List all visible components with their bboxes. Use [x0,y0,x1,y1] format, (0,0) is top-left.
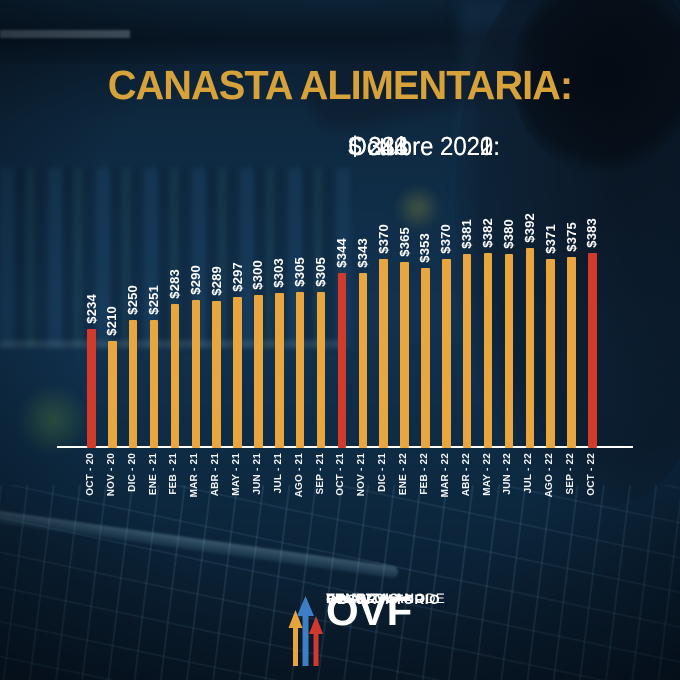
bar-value-label: $290 [187,265,203,295]
x-axis-label: JUL - 21 [272,453,284,494]
bar-value-label: $370 [438,224,454,254]
x-axis-label: FEB - 22 [418,453,430,495]
x-axis-label: MAY - 22 [481,453,493,496]
logo-word-de: DE [425,591,445,606]
x-axis-label: ABR - 21 [210,453,222,497]
bar-value-label: $300 [250,260,266,290]
bar-SEP-22 [567,257,576,448]
gold-arrow-icon [288,610,303,666]
bar-AGO-22 [546,259,555,448]
page-title: CANASTA ALIMENTARIA: [107,62,573,108]
x-axis-label: DIC - 20 [126,453,138,492]
bar-JUL-22 [525,248,535,448]
bar-value-label: $305 [313,257,329,287]
bar-value-label: $305 [292,257,308,287]
bar-value-label: $370 [375,224,391,254]
x-axis-label: OCT - 21 [335,453,347,496]
x-axis-label: NOV - 21 [356,453,368,497]
bar-ABR-21 [212,301,221,448]
x-axis-label: MAR - 21 [189,453,201,498]
x-axis-label: NOV - 20 [105,453,117,497]
bar-value-label: $303 [271,258,287,288]
bar-MAY-22 [483,253,493,448]
bar-value-label: $382 [480,218,496,248]
bar-MAR-22 [442,259,451,448]
bar-value-label: $381 [459,219,475,249]
bar-value-label: $344 [333,238,349,268]
x-axis-label: FEB - 21 [168,453,180,495]
x-axis-label: DIC - 21 [377,453,389,492]
bar-value-label: $250 [125,285,141,315]
x-axis-label: MAR - 22 [439,453,451,498]
bar-AGO-21 [295,292,305,448]
bar-JUL-21 [275,293,284,448]
bar-JUN-22 [504,254,514,448]
bar-value-label: $289 [208,266,224,296]
bar-value-label: $283 [166,269,182,299]
red-arrow-icon [309,616,323,666]
logo-line-finanzas: FINANZAS [326,591,400,606]
bar-value-label: $234 [83,294,99,324]
bar-ABR-22 [462,254,472,448]
bar-value-label: $365 [396,227,412,257]
bar-value-label: $375 [563,222,579,252]
bar-MAR-21 [191,300,201,448]
bar-value-label: $343 [354,238,370,268]
bar-DIC-21 [379,259,388,448]
bar-MAY-21 [233,297,242,448]
bar-value-label: $251 [146,285,162,315]
bar-ENE-22 [400,262,409,448]
bar-JUN-21 [254,295,263,448]
bar-DIC-20 [128,320,138,448]
x-axis-label: JUL - 22 [523,453,535,494]
summary-value: $ 383 [348,131,409,161]
ovf-logo: OVF OBSERVATORIO VENEZOLANO DE FINANZAS [288,590,468,673]
bar-value-label: $383 [584,218,600,248]
bar-OCT-21 [337,273,347,448]
bar-SEP-21 [316,292,326,448]
x-axis-label: AGO - 21 [293,453,305,498]
bar-OCT-20 [87,329,96,448]
bar-OCT-22 [588,253,597,448]
bar-value-label: $353 [417,233,433,263]
x-axis-label: ENE - 21 [147,453,159,496]
x-axis-label: JUN - 22 [502,453,514,495]
bar-value-label: $392 [521,213,537,243]
x-axis-label: JUN - 21 [251,453,263,495]
x-axis-label: AGO - 22 [544,453,556,498]
x-axis-label: OCT - 22 [585,453,597,496]
bar-NOV-20 [108,341,117,448]
x-axis-label: ENE - 22 [398,453,410,496]
bar-value-label: $297 [229,262,245,292]
bar-ENE-21 [149,320,159,448]
x-axis-label: SEP - 21 [314,453,326,495]
bar-value-label: $210 [104,306,120,336]
x-axis-label: OCT - 20 [85,453,96,496]
x-axis-label: SEP - 22 [565,453,576,495]
bar-value-label: $380 [500,219,516,249]
logo-arrows-icon [288,596,323,666]
x-axis-label: MAY - 21 [231,453,243,496]
bar-value-label: $371 [542,224,558,254]
bar-FEB-22 [421,268,430,448]
bar-NOV-21 [358,273,368,448]
x-axis-label: ABR - 22 [460,453,472,497]
bar-FEB-21 [170,304,180,448]
